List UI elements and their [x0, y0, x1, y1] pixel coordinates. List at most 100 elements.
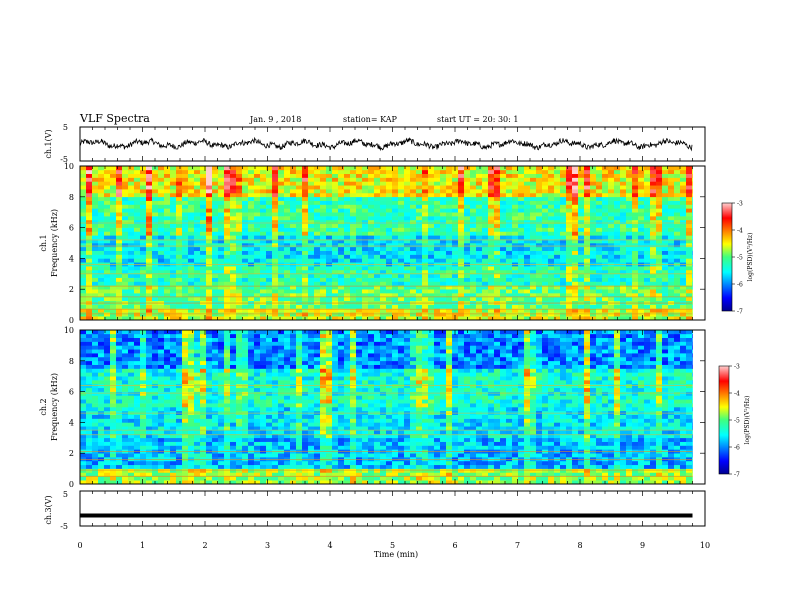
spectrogram-cell	[188, 219, 195, 225]
spectrogram-cell	[668, 250, 675, 255]
spectrogram-cell	[386, 208, 393, 213]
spectrogram-cell	[632, 173, 639, 178]
spectrogram-cell	[296, 189, 303, 194]
spectrogram-cell	[116, 266, 123, 271]
spectrogram-cell	[122, 273, 129, 278]
spectrogram-cell	[578, 181, 585, 186]
spectrogram-cell	[434, 468, 441, 473]
spectrogram-cell	[452, 223, 459, 228]
spectrogram-cell	[608, 472, 615, 477]
spectrogram-cell	[674, 196, 681, 201]
spectrogram-cell	[392, 196, 399, 201]
spectrogram-cell	[152, 289, 159, 294]
spectrogram-cell	[296, 254, 303, 259]
spectrogram-cell	[542, 200, 549, 205]
spectrogram-cell	[692, 476, 693, 481]
spectrogram-cell	[500, 472, 507, 477]
spectrogram-cell	[566, 277, 573, 282]
spectrogram-cell	[458, 192, 465, 198]
spectrogram-cell	[638, 273, 645, 278]
spectrogram-cell	[452, 460, 459, 466]
spectrogram-cell	[380, 258, 387, 263]
spectrogram-cell	[86, 266, 93, 271]
spectrogram-cell	[470, 227, 477, 232]
spectrogram-cell	[662, 227, 669, 232]
spectrogram-cell	[206, 243, 213, 248]
spectrogram-cell	[80, 212, 87, 217]
spectrogram-cell	[494, 312, 501, 317]
spectrogram-cell	[344, 266, 351, 271]
spectrogram-cell	[452, 277, 459, 282]
spectrogram-cell	[530, 316, 537, 321]
spectrogram-cell	[398, 296, 405, 302]
spectrogram-cell	[116, 200, 123, 205]
spectrogram-cell	[212, 468, 219, 473]
spectrogram-cell	[572, 173, 579, 178]
spectrogram-cell	[506, 227, 513, 232]
spectrogram-cell	[314, 476, 321, 481]
spectrogram-cell	[542, 468, 549, 473]
spectrogram-cell	[92, 169, 99, 174]
spectrogram-cell	[662, 212, 669, 217]
spectrogram-cell	[584, 246, 591, 251]
spectrogram-cell	[326, 192, 333, 198]
spectrogram-cell	[98, 204, 105, 209]
spectrogram-cell	[296, 212, 303, 217]
spectrogram-cell	[170, 235, 177, 240]
spectrogram-cell	[80, 196, 87, 201]
spectrogram-cell	[200, 269, 207, 275]
spectrogram-cell	[374, 304, 381, 309]
spectrogram-cell	[662, 181, 669, 186]
spectrogram-cell	[230, 266, 237, 271]
spectrogram-cell	[608, 177, 615, 182]
spectrogram-cell	[206, 200, 213, 205]
spectrogram-cell	[608, 464, 615, 469]
spectrogram-cell	[362, 227, 369, 232]
spectrogram-cell	[488, 312, 495, 317]
spectrogram-cell	[194, 235, 201, 240]
spectrogram-cell	[524, 212, 531, 217]
spectrogram-cell	[104, 212, 111, 217]
spectrogram-cell	[254, 468, 261, 473]
spectrogram-cell	[398, 243, 405, 248]
spectrogram-cell	[182, 189, 189, 194]
spectrogram-cell	[548, 239, 555, 244]
spectrogram-cell	[668, 196, 675, 201]
spectrogram-cell	[566, 189, 573, 194]
spectrogram-cell	[92, 200, 99, 205]
spectrogram-cell	[560, 204, 567, 209]
spectrogram-cell	[650, 208, 657, 213]
spectrogram-cell	[170, 227, 177, 232]
spectrogram-cell	[398, 227, 405, 232]
spectrogram-cell	[422, 223, 429, 228]
spectrogram-cell	[530, 192, 537, 198]
spectrogram-cell	[416, 216, 423, 221]
spectrogram-cell	[98, 227, 105, 232]
spectrogram-cell	[140, 216, 147, 221]
spectrogram-cell	[176, 204, 183, 209]
spectrogram-cell	[422, 177, 429, 182]
spectrogram-cell	[500, 166, 507, 171]
spectrogram-cell	[224, 181, 231, 186]
spectrogram-cell	[626, 296, 633, 302]
spectrogram-cell	[314, 185, 321, 190]
spectrogram-cell	[596, 273, 603, 278]
spectrogram-cell	[458, 223, 465, 228]
spectrogram-cell	[230, 308, 237, 313]
spectrogram-cell	[644, 293, 651, 298]
spectrogram-cell	[152, 254, 159, 259]
spectrogram-cell	[158, 196, 165, 201]
spectrogram-cell	[452, 464, 459, 469]
spectrogram-cell	[368, 269, 375, 275]
spectrogram-cell	[182, 480, 189, 485]
spectrogram-cell	[212, 204, 219, 209]
spectrogram-cell	[230, 227, 237, 232]
spectrogram-cell	[554, 189, 561, 194]
spectrogram-cell	[482, 277, 489, 282]
spectrogram-cell	[488, 223, 495, 228]
spectrogram-cell	[674, 464, 681, 469]
spectrogram-cell	[500, 177, 507, 182]
spectrogram-cell	[260, 181, 267, 186]
spectrogram-cell	[116, 181, 123, 186]
spectrogram-cell	[488, 316, 495, 321]
